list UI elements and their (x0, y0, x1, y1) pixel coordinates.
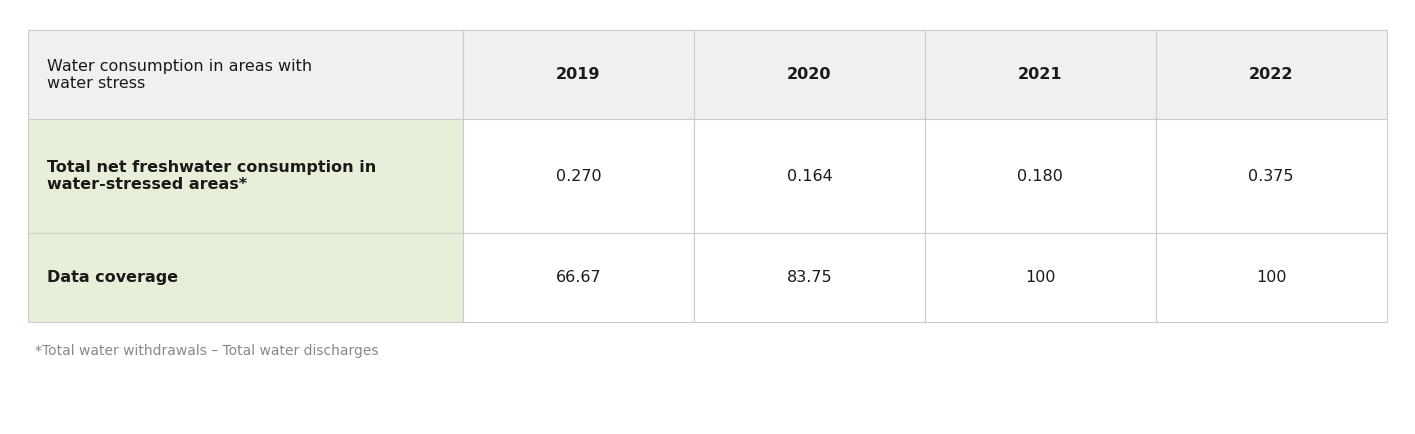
FancyBboxPatch shape (28, 233, 463, 322)
FancyBboxPatch shape (1156, 233, 1387, 322)
FancyBboxPatch shape (693, 233, 925, 322)
FancyBboxPatch shape (1156, 30, 1387, 119)
Text: *Total water withdrawals – Total water discharges: *Total water withdrawals – Total water d… (35, 344, 379, 358)
FancyBboxPatch shape (925, 233, 1156, 322)
Text: 83.75: 83.75 (787, 270, 832, 285)
Text: 0.180: 0.180 (1017, 169, 1063, 184)
Text: 66.67: 66.67 (556, 270, 601, 285)
Text: 2021: 2021 (1017, 67, 1063, 82)
Text: 0.375: 0.375 (1248, 169, 1293, 184)
Text: Total net freshwater consumption in
water-stressed areas*: Total net freshwater consumption in wate… (47, 160, 376, 192)
FancyBboxPatch shape (28, 119, 463, 233)
FancyBboxPatch shape (463, 233, 693, 322)
FancyBboxPatch shape (28, 30, 463, 119)
Text: Data coverage: Data coverage (47, 270, 178, 285)
FancyBboxPatch shape (1156, 119, 1387, 233)
Text: 0.164: 0.164 (787, 169, 832, 184)
FancyBboxPatch shape (925, 119, 1156, 233)
Text: 2020: 2020 (787, 67, 832, 82)
Text: 0.270: 0.270 (556, 169, 601, 184)
Text: 100: 100 (1257, 270, 1286, 285)
FancyBboxPatch shape (463, 119, 693, 233)
Text: 2022: 2022 (1249, 67, 1293, 82)
Text: 100: 100 (1024, 270, 1056, 285)
FancyBboxPatch shape (925, 30, 1156, 119)
FancyBboxPatch shape (463, 30, 693, 119)
Text: Water consumption in areas with
water stress: Water consumption in areas with water st… (47, 59, 311, 91)
Text: 2019: 2019 (556, 67, 601, 82)
FancyBboxPatch shape (693, 119, 925, 233)
FancyBboxPatch shape (693, 30, 925, 119)
